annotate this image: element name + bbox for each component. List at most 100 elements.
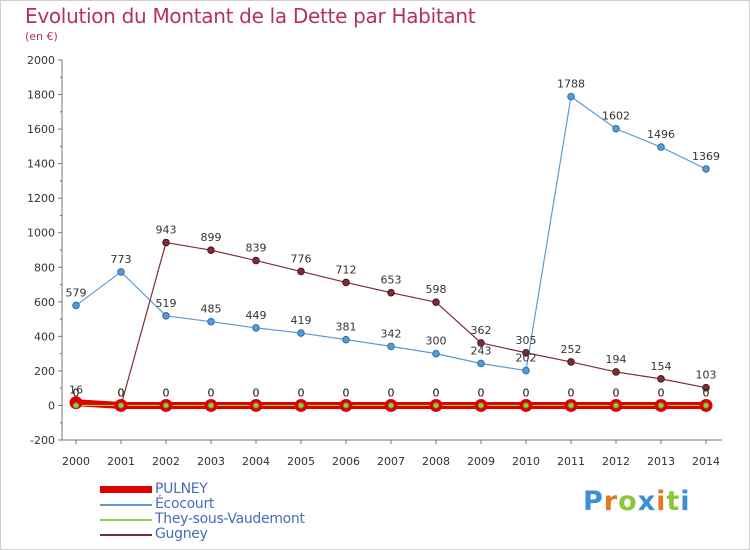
- series-point-1: [72, 301, 80, 310]
- data-label-2: 0: [343, 386, 350, 399]
- x-tick-label: 2014: [692, 455, 720, 468]
- series-point-1: [612, 124, 620, 133]
- data-label-1: 1369: [692, 150, 720, 163]
- series-point-1: [567, 92, 575, 101]
- series-point-3: [252, 256, 260, 265]
- x-tick-label: 2006: [332, 455, 360, 468]
- series-point-2: [657, 402, 665, 409]
- y-tick-label: 200: [34, 365, 55, 378]
- data-label-0: 0: [478, 386, 485, 399]
- series-point-3: [207, 246, 215, 254]
- series-point-2: [297, 402, 305, 409]
- data-label-3: 653: [381, 274, 402, 287]
- series-point-1: [342, 335, 350, 344]
- data-label-0: 0: [163, 386, 170, 399]
- data-label-3: 0: [73, 386, 80, 399]
- data-label-1: 381: [336, 321, 357, 334]
- x-tick-label: 2005: [287, 455, 315, 468]
- data-label-1: 243: [471, 344, 492, 357]
- series-point-2: [252, 402, 260, 409]
- y-tick-label: 400: [34, 330, 55, 343]
- data-label-3: 776: [291, 252, 312, 265]
- series-point-2: [612, 402, 620, 409]
- series-point-3: [162, 238, 170, 247]
- legend-swatch-they: [100, 519, 152, 521]
- data-label-1: 300: [426, 335, 447, 348]
- data-label-2: 0: [73, 386, 80, 399]
- series-point-3: [432, 298, 440, 306]
- series-point-3: [342, 278, 350, 287]
- series-point-2: [72, 402, 80, 409]
- y-tick-label: 2000: [27, 54, 55, 67]
- y-tick-label: 600: [34, 296, 55, 309]
- data-label-0: 0: [208, 386, 215, 399]
- data-label-3: 598: [426, 283, 447, 296]
- data-label-1: 202: [516, 352, 537, 365]
- data-label-0: 0: [343, 386, 350, 399]
- x-tick-label: 2012: [602, 455, 630, 468]
- data-label-1: 773: [111, 253, 132, 266]
- chart-title: Evolution du Montant de la Dette par Hab…: [25, 4, 476, 28]
- x-tick-label: 2013: [647, 455, 675, 468]
- series-point-2: [387, 402, 395, 409]
- data-label-1: 449: [246, 309, 267, 322]
- data-label-1: 485: [201, 303, 222, 316]
- x-tick-label: 2011: [557, 455, 585, 468]
- data-label-3: 154: [651, 360, 672, 373]
- data-label-0: 0: [703, 386, 710, 399]
- series-point-1: [207, 317, 215, 326]
- x-tick-label: 2002: [152, 455, 180, 468]
- y-tick-label: 0: [48, 399, 55, 412]
- data-label-3: 943: [156, 224, 177, 237]
- series-point-3: [297, 267, 305, 276]
- data-label-3: 0: [118, 386, 125, 399]
- y-tick-label: 1600: [27, 123, 55, 136]
- data-label-0: 0: [658, 386, 665, 399]
- series-point-2: [117, 402, 125, 409]
- y-tick-label: 1200: [27, 192, 55, 205]
- data-label-0: 0: [253, 386, 260, 399]
- chart-subtitle: (en €): [25, 30, 58, 43]
- data-label-2: 0: [613, 386, 620, 399]
- logo-letter: t: [666, 486, 681, 517]
- series-point-3: [522, 348, 530, 357]
- series-point-3: [387, 288, 395, 297]
- data-label-2: 0: [523, 386, 530, 399]
- x-tick-label: 2000: [62, 455, 90, 468]
- series-point-1: [702, 165, 710, 173]
- data-label-2: 0: [433, 386, 440, 399]
- legend-swatch-gugney: [100, 534, 152, 536]
- x-tick-label: 2009: [467, 455, 495, 468]
- logo-letter: o: [618, 486, 638, 517]
- x-tick-label: 2003: [197, 455, 225, 468]
- series-line-3: [76, 241, 707, 407]
- data-label-0: 0: [523, 386, 530, 399]
- data-label-2: 0: [703, 386, 710, 399]
- proxiti-logo: Proxiti: [583, 486, 691, 517]
- series-point-1: [657, 143, 665, 151]
- data-label-2: 0: [658, 386, 665, 399]
- series-point-1: [522, 366, 530, 375]
- data-label-0: 0: [388, 386, 395, 399]
- series-point-3: [657, 375, 665, 383]
- data-label-3: 194: [606, 353, 627, 366]
- y-tick-label: 1000: [27, 227, 55, 240]
- series-point-3: [702, 383, 710, 392]
- x-tick-label: 2001: [107, 455, 135, 468]
- legend-label-pulney: PULNEY: [155, 481, 208, 497]
- x-tick-label: 2007: [377, 455, 405, 468]
- data-label-1: 579: [66, 286, 87, 299]
- y-tick-label: -200: [30, 434, 55, 447]
- legend-label-ecocourt: Écocourt: [155, 496, 215, 512]
- series-point-2: [162, 402, 170, 409]
- logo-letter: i: [656, 486, 667, 517]
- data-label-3: 252: [561, 343, 582, 356]
- y-tick-label: 1400: [27, 158, 55, 171]
- series-point-2: [342, 402, 350, 409]
- series-point-1: [387, 342, 395, 351]
- legend-label-they: They-sous-Vaudemont: [155, 511, 305, 527]
- series-point-2: [207, 402, 215, 409]
- data-label-1: 1496: [647, 128, 675, 141]
- data-label-0: 0: [298, 386, 305, 399]
- data-label-3: 899: [201, 231, 222, 244]
